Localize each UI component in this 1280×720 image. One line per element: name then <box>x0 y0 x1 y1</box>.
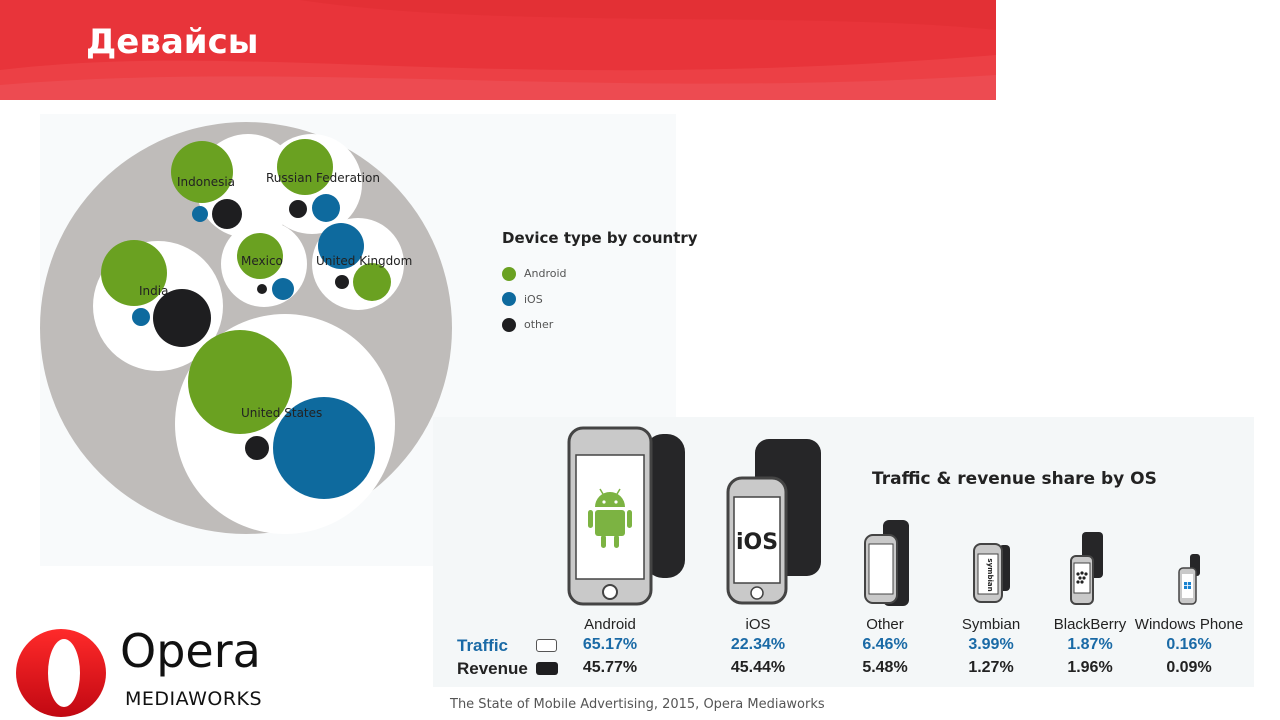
revenue-other: 5.48% <box>862 659 908 676</box>
russia-android <box>277 139 333 195</box>
os-name-other: Other <box>866 616 904 633</box>
os-name-windows-phone: Windows Phone <box>1134 616 1244 633</box>
legend-label-other: other <box>524 318 554 332</box>
ios-legend-dot <box>502 292 516 307</box>
header-banner: Девайсы <box>0 0 996 100</box>
bubble-legend: Device type by country Android iOS other <box>502 229 698 338</box>
label-mexico: Mexico <box>241 254 283 268</box>
ios-logo-text: iOS <box>736 530 778 555</box>
revenue-blackberry: 1.96% <box>1067 659 1113 676</box>
label-indonesia: Indonesia <box>177 175 235 189</box>
android-phone-back <box>645 434 685 578</box>
india-other <box>153 289 211 347</box>
label-uk: United Kingdom <box>316 254 412 268</box>
russia-ios <box>312 194 340 222</box>
os-share-panel: iOS symbian <box>433 417 1254 687</box>
uk-android <box>353 263 391 301</box>
phone-illustrations: iOS symbian <box>567 426 1200 606</box>
legend-label-ios: iOS <box>524 292 543 306</box>
os-name-android: Android <box>584 616 636 633</box>
india-ios <box>132 308 150 326</box>
indonesia-other <box>212 199 242 229</box>
traffic-android: 65.17% <box>582 636 638 653</box>
label-russia: Russian Federation <box>266 171 380 185</box>
revenue-android: 45.77% <box>582 659 638 676</box>
mediaworks-wordmark: MEDIAWORKS <box>125 688 263 710</box>
mexico-ios <box>272 278 294 300</box>
traffic-ios: 22.34% <box>730 636 786 653</box>
us-other <box>245 436 269 460</box>
opera-wordmark: Opera <box>120 624 261 678</box>
blackberry-logo-icon <box>1076 571 1088 584</box>
bubble-legend-title: Device type by country <box>502 229 698 247</box>
os-name-symbian: Symbian <box>961 616 1021 633</box>
traffic-row-label: Traffic <box>457 636 509 655</box>
revenue-phone-filled-icon <box>536 662 558 675</box>
header-wave-decoration <box>0 0 996 100</box>
os-name-ios: iOS <box>745 616 771 633</box>
os-name-blackberry: BlackBerry <box>1053 616 1127 633</box>
traffic-blackberry: 1.87% <box>1067 636 1113 653</box>
legend-item-other: other <box>502 312 698 338</box>
android-legend-dot <box>502 266 516 281</box>
traffic-phone-outline-icon <box>536 639 557 652</box>
russia-other <box>289 200 307 218</box>
legend-item-android: Android <box>502 261 698 287</box>
other-legend-dot <box>502 317 516 332</box>
uk-ios <box>318 223 364 269</box>
indonesia-android <box>171 141 233 203</box>
revenue-symbian: 1.27% <box>968 659 1014 676</box>
us-ios <box>273 397 375 499</box>
india-android <box>101 240 167 306</box>
source-caption: The State of Mobile Advertising, 2015, O… <box>450 697 825 712</box>
opera-logo-icon <box>16 629 106 717</box>
legend-item-ios: iOS <box>502 287 698 313</box>
traffic-other: 6.46% <box>862 636 908 653</box>
android-robot-icon <box>588 488 632 548</box>
revenue-row-label: Revenue <box>457 659 528 678</box>
us-android <box>188 330 292 434</box>
traffic-symbian: 3.99% <box>968 636 1014 653</box>
symbian-logo-text: symbian <box>986 558 994 591</box>
label-india: India <box>139 284 168 298</box>
legend-label-android: Android <box>524 267 567 281</box>
page-title: Девайсы <box>86 22 259 62</box>
mexico-other <box>257 284 267 294</box>
label-us: United States <box>241 406 322 420</box>
revenue-ios: 45.44% <box>730 659 786 676</box>
uk-other <box>335 275 349 289</box>
bubble-chart: Indonesia Russian Federation India Mexic… <box>40 122 452 534</box>
os-share-title: Traffic & revenue share by OS <box>872 469 1157 489</box>
mexico-android <box>237 233 283 279</box>
indonesia-ios <box>192 206 208 222</box>
revenue-windows-phone: 0.09% <box>1166 659 1212 676</box>
traffic-windows-phone: 0.16% <box>1166 636 1212 653</box>
